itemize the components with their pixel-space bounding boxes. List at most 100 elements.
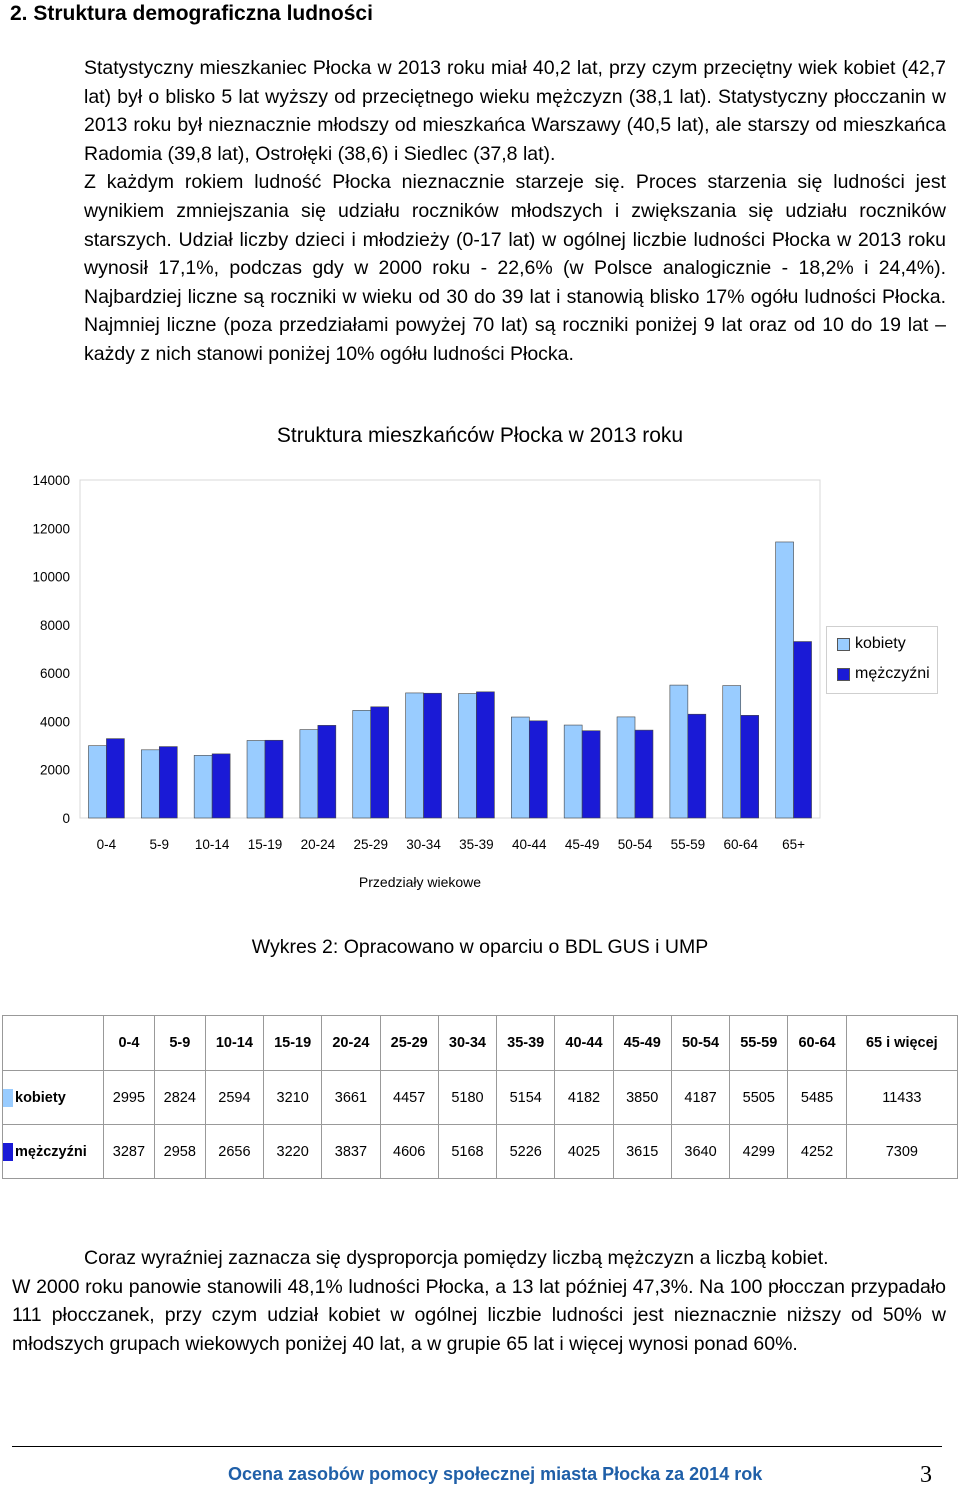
table-header-cell: 10-14 [204,1015,265,1071]
chart-legend: kobiety mężczyźni [826,626,938,694]
table-cell: 3220 [263,1124,323,1179]
section-heading: 2. Struktura demograficzna ludności [10,2,373,25]
table-cell: 7309 [845,1124,959,1179]
table-cell: 5485 [787,1070,847,1125]
table-header-cell: 65 i więcej [845,1015,959,1071]
legend-swatch-kobiety [837,637,850,651]
table-row: kobiety 2995 2824 2594 3210 3661 4457 5180 5154 4… [2,1070,959,1125]
bar-kobiety [246,740,266,819]
table-cell: 2656 [204,1124,265,1179]
bar-mezczyzni [687,713,707,819]
page-number: 3 [920,1462,932,1488]
table-cell: 4182 [554,1070,614,1125]
table-cell: 4025 [554,1124,614,1179]
table-header-row: 0-4 5-9 10-14 15-19 20-24 25-29 30-34 35-39 40-4… [2,1015,959,1071]
table-cell: 5168 [437,1124,498,1179]
legend-label-mezczyzni: mężczyźni [855,665,930,682]
closing-text: Coraz wyraźniej zaznacza się dysproporcj… [12,1244,946,1358]
table-cell: 2594 [204,1070,265,1125]
x-tick-label: 40-44 [512,837,547,852]
y-tick-label: 8000 [40,618,70,633]
bar-kobiety [669,684,689,819]
table-header-cell: 40-44 [554,1015,614,1071]
table-cell: 2958 [153,1124,206,1179]
bar-kobiety [511,716,530,819]
bar-mezczyzni [476,691,495,819]
y-tick-label: 2000 [40,763,70,778]
table-cell: 4606 [379,1124,439,1179]
table-header-cell: 45-49 [612,1015,672,1071]
legend-item-kobiety: kobiety [837,635,906,653]
table-header-cell: 5-9 [153,1015,206,1071]
table-header-cell: 50-54 [670,1015,731,1071]
chart-caption: Wykres 2: Opracowano w oparciu o BDL GUS… [251,936,709,958]
chart-title: Struktura mieszkańców Płocka w 2013 roku [276,424,684,447]
table-header-cell: 20-24 [321,1015,381,1071]
table-cell: 3210 [263,1070,323,1125]
legend-swatch-mezczyzni [837,667,850,681]
bar-mezczyzni [370,706,389,819]
table-row: mężczyźni 3287 2958 2656 3220 3837 4606 5168 522… [2,1124,959,1179]
x-tick-label: 20-24 [301,837,336,852]
table-cell: 3287 [103,1124,155,1179]
x-tick-label: 60-64 [723,837,758,852]
footer-title: Ocena zasobów pomocy społecznej miasta P… [228,1464,763,1484]
table-header-cell: 35-39 [496,1015,556,1071]
y-tick-label: 12000 [32,521,70,536]
table-header-cell: 55-59 [729,1015,789,1071]
table-header-cell: 0-4 [103,1015,155,1071]
legend-label-kobiety: kobiety [855,635,906,652]
x-axis-label: Przedziały wiekowe [359,874,481,890]
table-cell: 3640 [670,1124,731,1179]
table-cell: 2824 [153,1070,206,1125]
table-cell: 5180 [437,1070,498,1125]
x-tick-label: 45-49 [565,837,600,852]
table-cell: 11433 [845,1070,959,1125]
bar-kobiety [722,685,742,819]
table-corner-cell [2,1015,104,1071]
footer-divider [12,1446,942,1447]
bar-mezczyzni [211,753,231,819]
x-tick-label: 0-4 [97,837,117,852]
bar-kobiety [141,749,160,819]
paragraph-1: Statystyczny mieszkaniec Płocka w 2013 r… [84,57,946,165]
bar-mezczyzni [634,729,654,819]
table-cell: 3615 [612,1124,672,1179]
x-tick-label: 5-9 [150,837,170,852]
plot-frame [79,479,821,819]
table-cell: 5226 [496,1124,556,1179]
bar-mezczyzni [740,715,759,819]
legend-item-mezczyzni: mężczyźni [837,665,930,683]
bar-kobiety [299,729,319,819]
x-tick-label: 65+ [782,837,805,852]
paragraph-4: W 2000 roku panowie stanowili 48,1% ludn… [12,1275,946,1355]
table-cell: 3837 [321,1124,381,1179]
y-tick-label: 4000 [40,714,70,729]
table-header-cell: 25-29 [379,1015,439,1071]
table-cell: 2995 [103,1070,155,1125]
table-cell: 3850 [612,1070,672,1125]
table-cell: 4252 [787,1124,847,1179]
bar-kobiety [563,724,583,819]
x-tick-label: 50-54 [618,837,653,852]
table-row-label: mężczyźni [2,1124,104,1179]
bar-kobiety [616,716,636,819]
table-cell: 4457 [379,1070,439,1125]
x-tick-label: 30-34 [406,837,441,852]
population-table: 0-4 5-9 10-14 15-19 20-24 25-29 30-34 35-39 40-4… [2,1015,959,1179]
population-bar-chart: 0 2000 4000 6000 8000 10000 12000 14000 0-4 5-9 10… [32,473,821,890]
x-tick-label: 15-19 [248,837,283,852]
bar-kobiety [405,692,424,819]
bar-mezczyzni [528,720,548,819]
y-tick-label: 6000 [40,666,70,681]
bar-kobiety [193,755,213,819]
bar-mezczyzni [423,692,442,819]
x-tick-label: 25-29 [353,837,388,852]
table-cell: 3661 [321,1070,381,1125]
table-cell: 4299 [729,1124,789,1179]
x-tick-label: 35-39 [459,837,494,852]
row-color-swatch [3,1088,13,1107]
x-tick-label: 55-59 [671,837,706,852]
bar-mezczyzni [158,746,178,819]
table-row-label: kobiety [2,1070,104,1125]
